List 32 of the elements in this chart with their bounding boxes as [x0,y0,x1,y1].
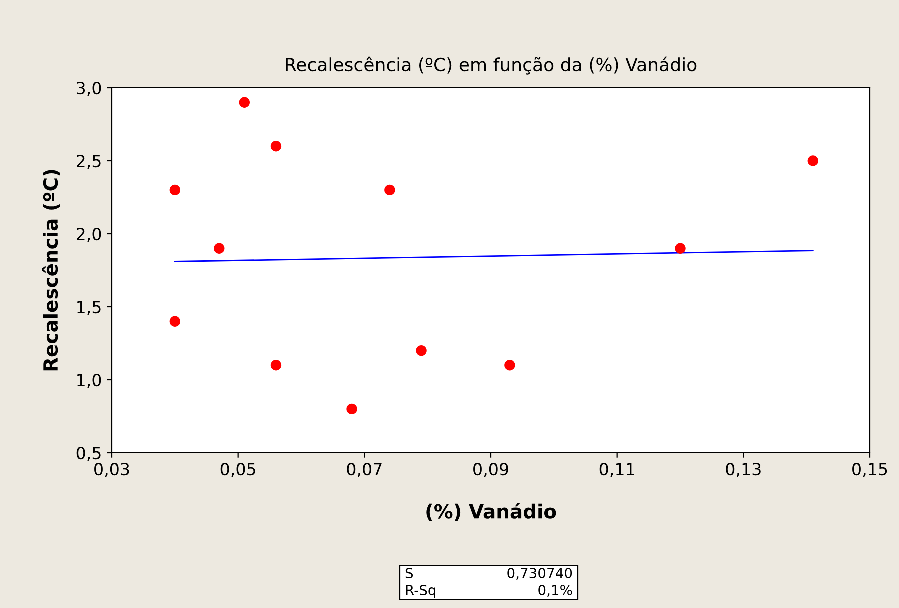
point [808,156,819,166]
y-axis-title: Recalescência (ºC) [42,170,60,371]
text: 0,1% [538,585,572,597]
text: S [406,568,414,579]
point [214,243,225,254]
y-tick-label: 2,5 [76,154,101,170]
point [170,184,181,196]
y-tick-label: 1,0 [78,374,102,388]
x-tick-label: 0,09 [474,463,508,478]
x-tick-label: 0,05 [220,463,256,478]
point [416,345,427,356]
point [346,404,358,415]
y-tick-label: 1,5 [78,301,101,316]
text: R-Sq [406,585,436,598]
x-tick-label: 0,13 [726,463,761,478]
text: 0,730740 [508,568,572,580]
x-tick-label: 0,03 [94,463,130,478]
x-tick-label: 0,11 [600,463,634,478]
y-tick-label: 2,0 [76,228,102,242]
chart-title: Recalescência (ºC) em função da (%) Vanádio [286,56,697,75]
point [270,360,282,371]
point [384,184,396,196]
point [504,360,516,371]
point [270,141,282,152]
x-axis-title: (%) Vanádio [426,503,556,522]
y-tick-label: 0,5 [76,446,101,462]
x-tick-label: 0,15 [852,463,888,478]
point [170,316,181,327]
point [675,243,686,254]
x-tick-label: 0,07 [347,463,382,478]
point [239,97,250,108]
y-tick-label: 3,0 [77,82,102,96]
